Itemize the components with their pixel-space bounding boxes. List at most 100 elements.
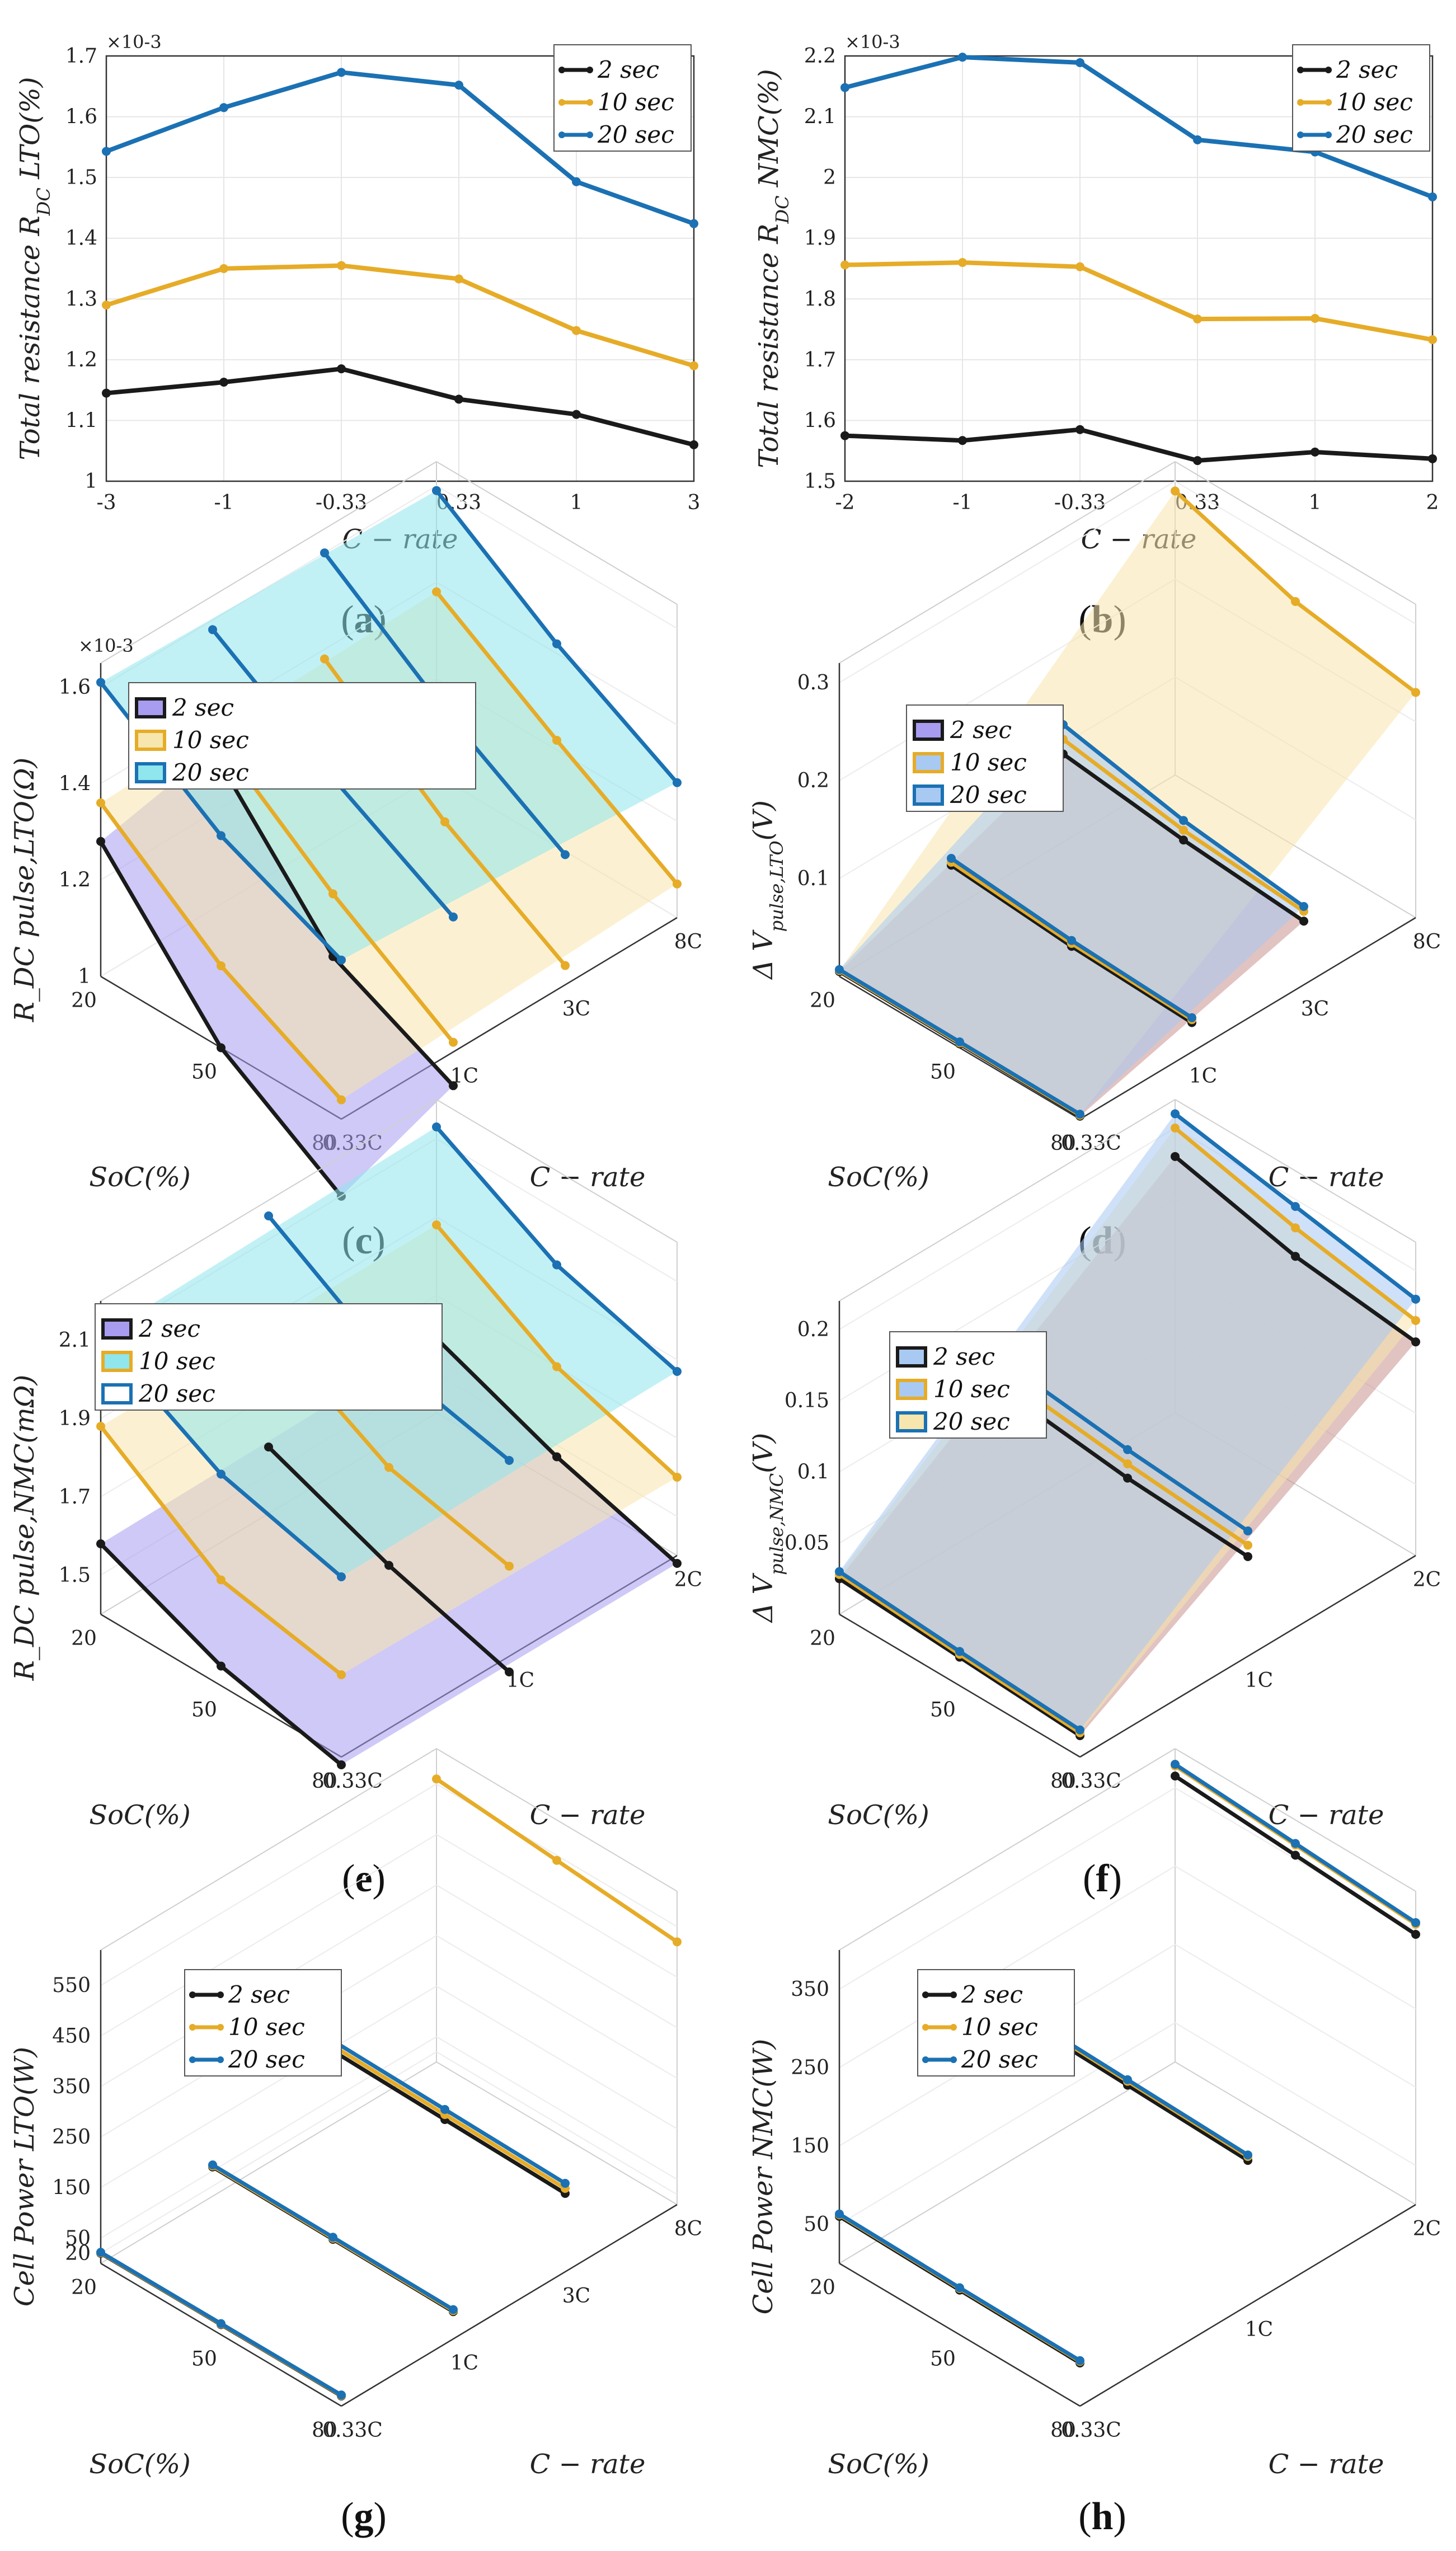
data-point — [1123, 1459, 1132, 1469]
soc-tick-label: 80 — [312, 2419, 337, 2442]
data-point — [96, 2248, 105, 2257]
data-point — [1171, 1123, 1180, 1133]
series-line — [105, 263, 695, 368]
box-edge — [100, 1748, 437, 1951]
legend-label: 10 sec — [1336, 88, 1413, 116]
axis-multiplier: ×10-3 — [845, 31, 900, 53]
y-tick-label: 1.4 — [65, 227, 97, 250]
data-point — [1171, 1760, 1180, 1769]
soc-tick-label: 80 — [1050, 1770, 1076, 1793]
z-tick-label: 0.2 — [797, 769, 829, 792]
y-tick-label: 1.8 — [804, 288, 836, 311]
legend-marker — [586, 131, 593, 138]
data-point — [320, 654, 329, 664]
crate-axis-label: C − rate — [530, 1800, 646, 1831]
legend-label: 2 sec — [961, 1981, 1023, 2008]
box-edge — [1175, 461, 1416, 605]
soc-axis — [839, 2262, 1081, 2407]
box-edge — [100, 461, 437, 664]
soc-tick-label: 80 — [1050, 2419, 1076, 2442]
legend-marker — [189, 2024, 196, 2031]
data-point — [219, 264, 228, 273]
legend-box — [95, 1303, 443, 1411]
soc-tick-label: 20 — [71, 1627, 97, 1650]
data-point — [102, 300, 111, 310]
z-axis-label: R_DC pulse,LTO(Ω) — [9, 758, 40, 1022]
data-point — [449, 2305, 458, 2314]
data-point — [673, 1367, 682, 1376]
caption-f: (f) — [1083, 1857, 1122, 1900]
z-axis-label: Cell Power LTO(W) — [9, 2047, 40, 2306]
data-point — [219, 378, 228, 387]
data-point — [1171, 1772, 1180, 1780]
z-tick-label: 1.7 — [59, 1486, 91, 1509]
data-point — [673, 1473, 682, 1482]
box-edge — [100, 1099, 437, 1302]
data-point — [840, 260, 849, 270]
data-point — [1193, 456, 1202, 466]
soc-tick-label: 20 — [71, 989, 97, 1012]
series-line — [105, 70, 695, 226]
data-point — [96, 798, 105, 807]
legend-marker — [1297, 67, 1304, 73]
box-edge — [839, 1099, 1176, 1302]
box-edge — [100, 2061, 437, 2264]
box-edge — [436, 1748, 678, 1892]
crate-axis — [341, 2204, 678, 2407]
data-point — [673, 879, 682, 889]
z-tick-label: 1 — [78, 965, 91, 988]
legend-label: 2 sec — [172, 694, 234, 721]
y-tick-label: 1 — [84, 470, 97, 493]
legend-marker — [189, 1991, 196, 1998]
legend-label: 10 sec — [933, 1375, 1010, 1403]
legend-marker — [922, 1991, 929, 1998]
chart-g: 20501502503504505502050800.33C1C3C8CSoC(… — [9, 1748, 702, 2538]
data-point — [1123, 2075, 1132, 2084]
data-point — [1123, 1445, 1132, 1454]
legend-marker — [1297, 131, 1304, 138]
series-line — [106, 367, 695, 447]
data-point — [505, 1667, 514, 1676]
grid-line — [839, 480, 1416, 683]
z-tick-label: 0.3 — [797, 671, 829, 694]
legend-marker — [189, 2056, 196, 2063]
data-point — [1428, 454, 1437, 463]
legend-swatch — [135, 730, 166, 751]
data-point — [1193, 314, 1202, 324]
data-point — [689, 219, 698, 228]
data-point — [552, 1452, 561, 1462]
crate-tick-label: 3C — [1301, 998, 1329, 1021]
soc-axis-label: SoC(%) — [828, 1162, 929, 1193]
legend-label: 20 sec — [138, 1380, 215, 1407]
data-point — [217, 831, 226, 840]
box-edge — [436, 1099, 678, 1243]
caption-e: (e) — [342, 1857, 386, 1900]
data-point — [337, 955, 346, 965]
data-point — [673, 1937, 682, 1947]
z-axis-label: Δ Vpulse,LTO(V) — [748, 800, 787, 980]
soc-axis-label: SoC(%) — [89, 2449, 191, 2480]
data-point — [320, 548, 329, 558]
legend-swatch — [101, 1351, 133, 1372]
soc-tick-label: 50 — [930, 1699, 956, 1722]
data-point — [1075, 1110, 1084, 1119]
crate-axis-label: C − rate — [1269, 1800, 1384, 1831]
y-tick-label: 1.6 — [804, 409, 836, 432]
legend-marker — [217, 1991, 224, 1998]
z-tick-label: 250 — [791, 2056, 829, 2079]
data-point — [561, 850, 570, 859]
legend-marker — [586, 67, 593, 73]
legend-marker — [1297, 99, 1304, 106]
data-point — [835, 2209, 844, 2219]
legend-marker — [922, 2056, 929, 2063]
legend-label: 10 sec — [961, 2013, 1038, 2041]
z-axis-label: Δ Vpulse,NMC(V) — [748, 1433, 787, 1624]
crate-axis-label: C − rate — [1269, 1162, 1384, 1193]
legend-marker — [217, 2056, 224, 2063]
data-point — [1171, 1152, 1180, 1161]
legend-swatch — [135, 697, 166, 718]
data-point — [1411, 1316, 1420, 1325]
data-point — [96, 1539, 105, 1548]
y-axis-label: Total resistance RDC NMC(%) — [753, 69, 793, 468]
